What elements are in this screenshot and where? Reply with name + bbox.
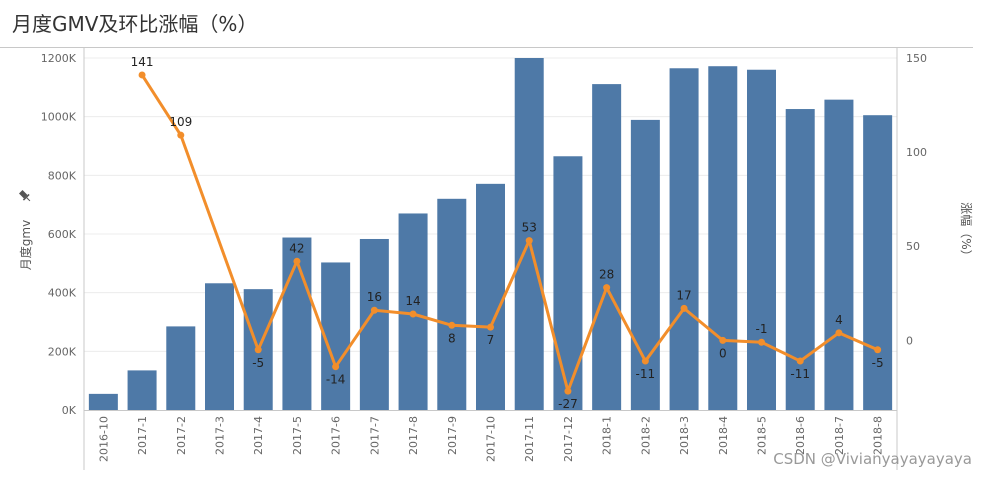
data-label: 0 (719, 346, 727, 360)
bar (127, 370, 157, 410)
line-point (525, 237, 533, 245)
line-point (874, 346, 882, 354)
x-tick-label: 2017-9 (446, 416, 459, 455)
data-label: 17 (676, 288, 691, 302)
label-layer: 141 109 -5 42 -14 16 14 8 7 53 -27 28 -11 17 0 -1 -11 4 -5 (131, 55, 884, 411)
bar (282, 237, 312, 410)
left-tick-label: 0K (62, 404, 77, 417)
line-point (796, 357, 804, 365)
bar (88, 393, 118, 410)
x-tick-label: 2018-3 (678, 416, 691, 455)
line-point (564, 387, 572, 395)
pin-icon (18, 189, 31, 202)
line-point (177, 131, 185, 139)
line-point (603, 284, 611, 292)
data-label: -27 (558, 397, 578, 411)
x-tick-label: 2017-4 (252, 416, 265, 455)
data-label: 141 (131, 55, 154, 69)
line-point (293, 257, 301, 265)
data-label: 8 (448, 331, 456, 345)
bar (785, 109, 815, 410)
right-axis-title: 涨幅（%） (959, 202, 974, 261)
x-tick-label: 2018-5 (756, 416, 769, 455)
x-tick-label: 2018-4 (717, 416, 730, 455)
pin-icon-head (18, 189, 28, 199)
x-tick-label: 2017-7 (368, 416, 381, 455)
data-label: 28 (599, 268, 614, 282)
data-label: 109 (169, 115, 192, 129)
x-tick-label: 2018-8 (872, 416, 885, 455)
chart-title: 月度GMV及环比涨幅（%） (12, 12, 258, 36)
pin-icon-base (22, 193, 30, 201)
data-label: 42 (289, 241, 304, 255)
x-tick-label: 2018-1 (601, 416, 614, 455)
x-tick-label: 2016-10 (97, 416, 110, 462)
data-label: 14 (405, 294, 420, 308)
left-tick-label: 1200K (41, 52, 77, 65)
bar (476, 183, 505, 410)
data-label: -11 (636, 367, 656, 381)
line-point (835, 329, 843, 337)
x-tick-label: 2017-5 (291, 416, 304, 455)
bar (708, 66, 738, 411)
data-label: 53 (522, 221, 537, 235)
left-tick-label: 600K (48, 228, 77, 241)
line-point (487, 323, 494, 331)
line-point (254, 346, 262, 354)
x-tick-label: 2017-1 (136, 416, 149, 455)
line-layer (138, 71, 882, 395)
bar (863, 115, 893, 410)
x-tick-label: 2018-2 (639, 416, 652, 455)
x-tick-label: 2017-8 (407, 416, 420, 455)
x-tick-label: 2018-7 (833, 416, 846, 455)
bar (669, 68, 699, 411)
x-tick-label: 2017-2 (175, 416, 188, 455)
data-label: -11 (790, 367, 810, 381)
right-tick-label: 50 (906, 240, 920, 253)
pin-icon-needle (26, 197, 31, 202)
bar (824, 99, 854, 411)
left-axis-title: 月度gmv (18, 220, 33, 270)
left-tick-label: 200K (48, 345, 77, 358)
left-tick-label: 400K (48, 287, 77, 300)
x-tick-label: 2017-10 (485, 416, 498, 462)
line-point (370, 306, 378, 314)
bar (592, 84, 622, 411)
data-label: -5 (872, 356, 884, 370)
line-point (680, 304, 688, 312)
left-tick-label: 1000K (41, 111, 77, 124)
bar (166, 326, 196, 410)
x-tick-label: 2017-11 (523, 416, 536, 462)
data-label: -1 (756, 322, 768, 336)
bar (553, 156, 583, 410)
right-tick-label: 0 (906, 334, 913, 347)
line-point (758, 338, 765, 346)
data-label: 16 (367, 290, 382, 304)
left-tick-label: 800K (48, 169, 77, 182)
line-point (138, 71, 146, 79)
axis-layer: 0K 200K 400K 600K 800K 1000K 1200K 0 50 100 150 201… (18, 48, 974, 470)
line-point (719, 336, 727, 344)
x-tick-label: 2017-12 (562, 416, 575, 462)
bar (747, 69, 776, 410)
bar (514, 58, 544, 410)
bar (437, 198, 467, 410)
x-tick-label: 2017-6 (330, 416, 343, 455)
line-point (409, 310, 417, 318)
data-label: -5 (252, 356, 264, 370)
data-label: 7 (487, 333, 495, 347)
data-label: 4 (835, 313, 843, 327)
line-point (641, 357, 649, 365)
right-tick-label: 100 (906, 146, 927, 159)
data-label: -14 (326, 373, 346, 387)
watermark: CSDN @Vivianyayayayaya (773, 450, 972, 468)
bar (205, 283, 234, 410)
x-tick-label: 2017-3 (214, 416, 227, 455)
x-tick-label: 2018-6 (794, 416, 807, 455)
line-point (448, 321, 456, 329)
title-divider (0, 47, 973, 48)
right-tick-label: 150 (906, 52, 927, 65)
line-point (332, 363, 340, 371)
